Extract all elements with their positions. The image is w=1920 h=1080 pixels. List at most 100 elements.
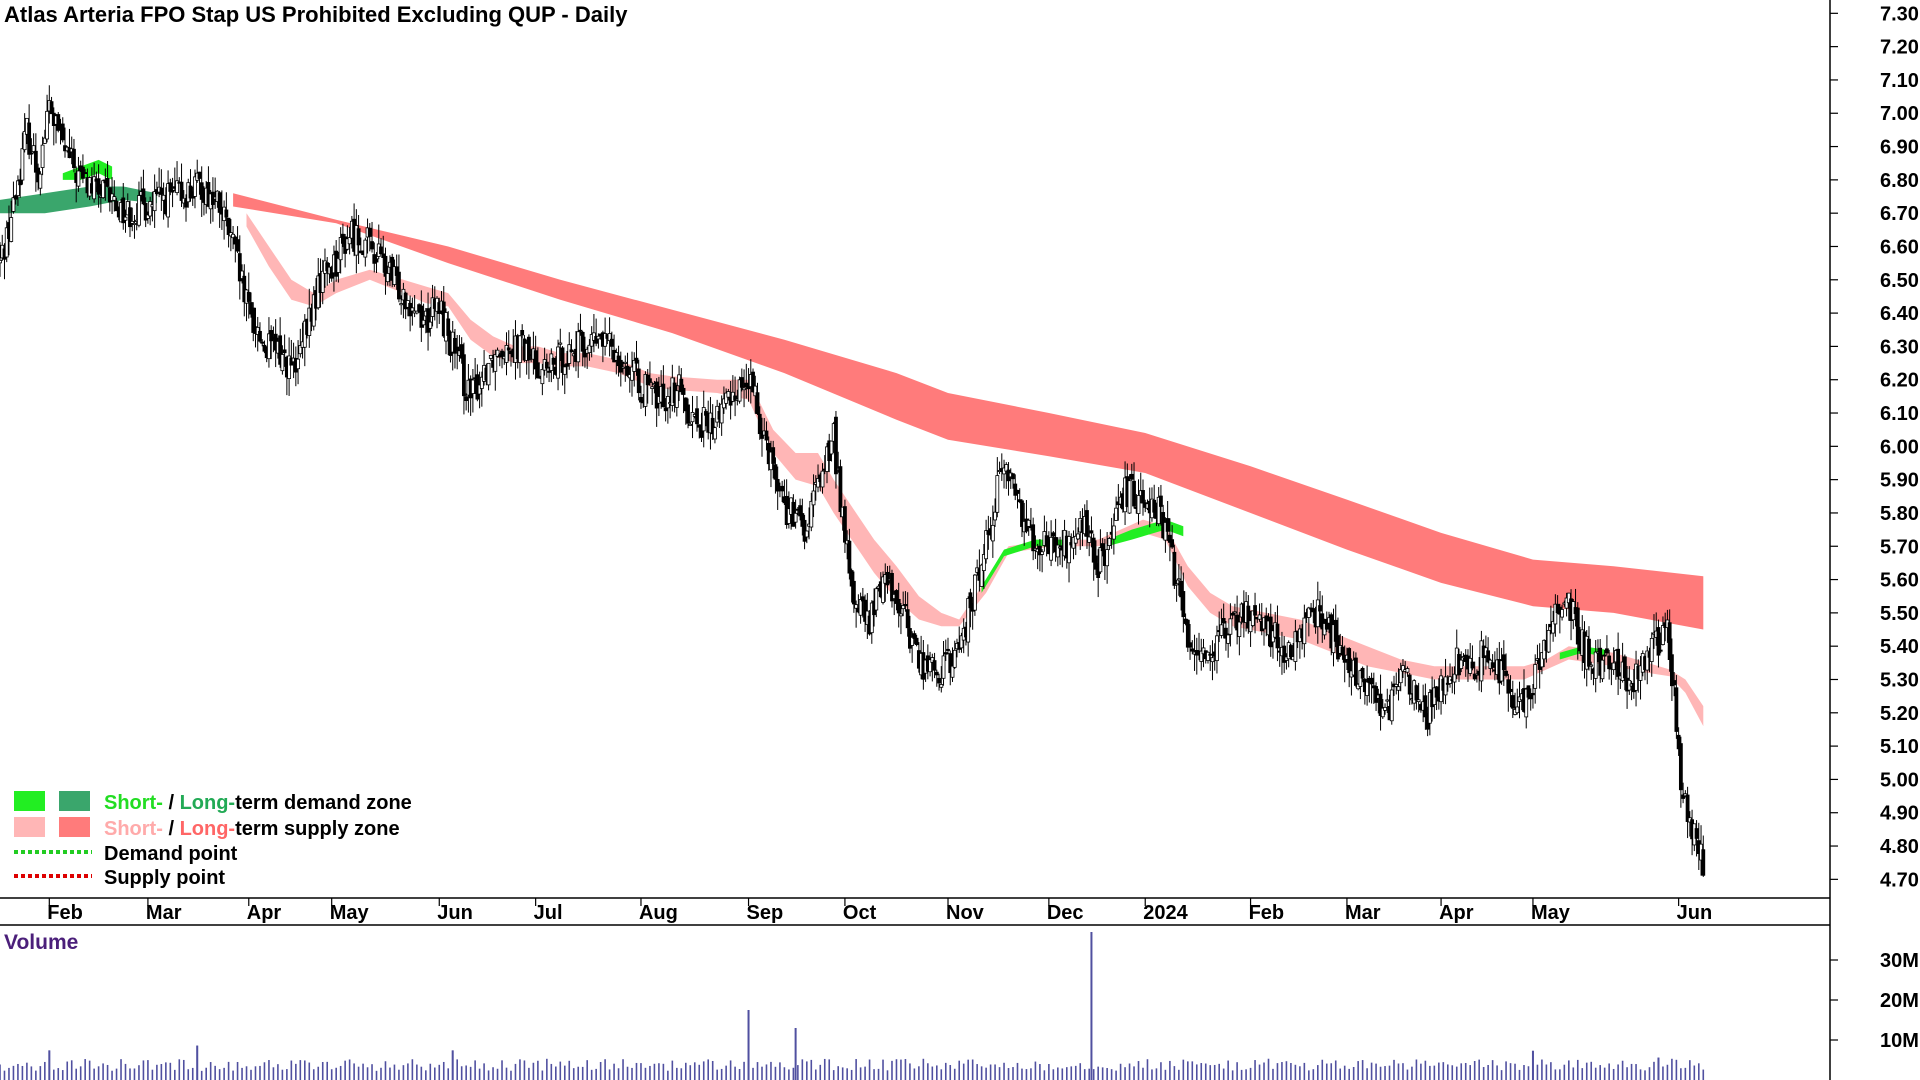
- candle-body: [881, 576, 885, 603]
- candle-body: [690, 412, 695, 423]
- candle-body: [1076, 533, 1080, 540]
- candle-body: [1114, 507, 1118, 521]
- candle-body: [374, 258, 379, 263]
- candle-body: [959, 635, 964, 649]
- candle-body: [869, 602, 874, 634]
- candle-body: [231, 233, 235, 239]
- candle-body: [1560, 609, 1564, 618]
- candle-body: [141, 188, 146, 205]
- candle-body: [161, 194, 166, 201]
- legend-supply-point: Supply point: [104, 867, 225, 889]
- candle-body: [858, 599, 863, 616]
- candle-body: [4, 227, 9, 258]
- legend-supply-zone: Short- / Long-term supply zone: [104, 818, 400, 840]
- long-term-demand-zone: [0, 186, 157, 214]
- supply-demand-bands: [0, 159, 1704, 727]
- candle-body: [820, 470, 825, 488]
- candle-body: [60, 123, 65, 141]
- candle-body: [1414, 685, 1419, 701]
- candle-body: [42, 137, 47, 144]
- candle-body: [1443, 676, 1448, 696]
- candle-body: [1459, 659, 1464, 669]
- candle-body: [950, 665, 955, 678]
- candle-body: [834, 416, 838, 475]
- legend-swatch-short-supply: [14, 817, 45, 837]
- candle-body: [885, 571, 890, 586]
- candle-body: [1501, 654, 1506, 671]
- volume-title: Volume: [4, 931, 78, 954]
- candle-body: [643, 374, 648, 407]
- candle-body: [1185, 619, 1190, 648]
- candle-body: [829, 440, 834, 455]
- candle-body: [1091, 537, 1096, 563]
- price-tick-label: 5.30: [1880, 669, 1919, 691]
- candle-body: [217, 192, 222, 213]
- candle-body: [184, 199, 188, 208]
- candle-body: [242, 275, 247, 303]
- candle-body: [544, 361, 549, 369]
- candle-body: [1206, 651, 1210, 661]
- candle-body: [1681, 794, 1686, 799]
- candle-body: [1510, 695, 1515, 709]
- candle-body: [1551, 621, 1556, 634]
- price-tick-label: 4.90: [1880, 803, 1919, 825]
- candle-body: [128, 207, 132, 228]
- candle-body: [278, 335, 283, 365]
- candle-body: [809, 500, 814, 528]
- candle-body: [775, 478, 780, 492]
- candle-body: [379, 246, 383, 255]
- candle-body: [968, 592, 973, 609]
- candle-body: [995, 475, 1000, 513]
- candle-body: [1228, 618, 1233, 635]
- candle-body: [1656, 627, 1661, 656]
- candle-body: [356, 228, 361, 246]
- candle-body: [22, 131, 27, 151]
- candle-body: [1380, 707, 1385, 718]
- candle-body: [29, 152, 34, 155]
- candle-body: [1020, 500, 1024, 527]
- price-tick-label: 5.50: [1880, 603, 1919, 625]
- candle-body: [793, 512, 798, 523]
- candle-body: [1649, 637, 1654, 662]
- candle-body: [226, 217, 231, 235]
- price-tick-label: 6.20: [1880, 370, 1919, 392]
- candle-body: [1250, 610, 1255, 626]
- candle-body: [1132, 480, 1136, 507]
- candle-body: [148, 201, 153, 217]
- candle-body: [132, 222, 137, 225]
- candle-body: [1179, 580, 1183, 598]
- candle-body: [1531, 692, 1535, 696]
- candle-body: [674, 390, 679, 408]
- candle-body: [446, 318, 451, 336]
- candle-body: [518, 335, 522, 363]
- legend: Short- / Long-term demand zone Short- / …: [14, 791, 412, 889]
- candle-body: [1515, 706, 1520, 714]
- price-tick-label: 5.90: [1880, 470, 1919, 492]
- candle-body: [757, 413, 762, 435]
- candle-body: [556, 346, 560, 379]
- candle-body: [1593, 651, 1598, 679]
- candle-body: [683, 397, 688, 412]
- candle-body: [1661, 625, 1665, 645]
- candle-body: [688, 423, 693, 426]
- candle-body: [979, 564, 984, 587]
- candle-body: [1694, 828, 1699, 839]
- candle-body: [713, 427, 717, 440]
- candle-body: [910, 636, 915, 646]
- time-tick-label: May: [1531, 902, 1571, 924]
- candle-body: [578, 329, 583, 332]
- candle-body: [83, 172, 88, 175]
- candle-body: [462, 354, 466, 397]
- candle-body: [760, 432, 764, 439]
- candle-body: [31, 145, 36, 152]
- candle-body: [1306, 607, 1311, 618]
- volume-tick-label: 20M: [1880, 990, 1919, 1012]
- candle-body: [495, 349, 500, 357]
- candle-body: [780, 485, 785, 492]
- candle-body: [1486, 650, 1491, 663]
- candle-body: [1398, 669, 1403, 684]
- candle-body: [1026, 519, 1031, 527]
- candle-body: [981, 554, 986, 571]
- candle-body: [1253, 605, 1257, 616]
- candle-body: [1315, 599, 1320, 628]
